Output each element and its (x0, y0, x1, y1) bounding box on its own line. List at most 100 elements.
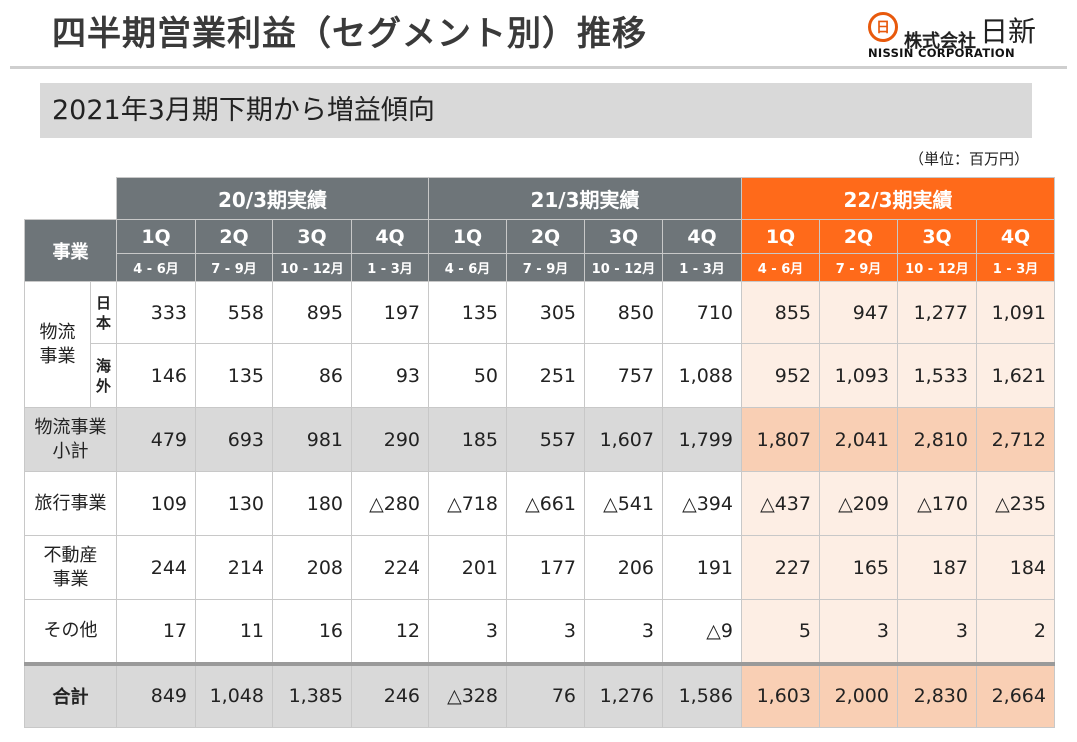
table-cell: 479 (116, 407, 196, 472)
table-row: 物流事業 小計 479 693 981 290 185 557 1,607 1,799 1,807… (24, 407, 1055, 472)
table-cell: △209 (819, 471, 898, 536)
row-label: 旅行事業 (24, 471, 117, 536)
quarter-header: 2Q (819, 219, 898, 254)
table-cell: 177 (506, 535, 585, 600)
row-label: その他 (24, 599, 117, 664)
table-row: その他 17 11 16 12 3 3 3 △9 5 3 3 2 (24, 599, 1055, 664)
logo-text-small: 株式会社 (904, 31, 976, 52)
table-cell: 557 (506, 407, 585, 472)
table-cell: 1,088 (662, 343, 742, 408)
table-cell: 224 (351, 535, 429, 600)
table-cell: 333 (116, 281, 196, 344)
table-cell: 206 (584, 535, 663, 600)
table-cell: 2 (976, 599, 1055, 664)
month-range-header: 10 - 12月 (897, 253, 977, 282)
row-label: 不動産 事業 (24, 535, 117, 600)
table-cell: 3 (819, 599, 898, 664)
table-cell: 16 (272, 599, 352, 664)
table-cell: 2,712 (976, 407, 1055, 472)
table-cell: 1,093 (819, 343, 898, 408)
table-cell: △718 (428, 471, 507, 536)
quarter-header: 1Q (116, 219, 196, 254)
table-cell: 246 (351, 661, 429, 728)
table-cell: 290 (351, 407, 429, 472)
table-cell: 2,000 (819, 661, 898, 728)
row-label: 物流事業 小計 (24, 407, 117, 472)
table-cell: 3 (506, 599, 585, 664)
table-cell: 1,799 (662, 407, 742, 472)
table-cell: 3 (428, 599, 507, 664)
table-cell: 146 (116, 343, 196, 408)
table-cell: 855 (741, 281, 820, 344)
company-logo: 日 株式会社 日新 NISSIN CORPORATION (868, 10, 1060, 60)
table-cell: 558 (195, 281, 273, 344)
table-row: 物流 事業日 本 333 558 895 197 135 305 850 710 855 947 1,… (24, 281, 1055, 408)
table-cell: 895 (272, 281, 352, 344)
month-range-header: 7 - 9月 (506, 253, 585, 282)
table-cell: 1,048 (195, 661, 273, 728)
month-range-header: 1 - 3月 (976, 253, 1055, 282)
table-cell: 947 (819, 281, 898, 344)
segment-column-header: 事業 (24, 219, 117, 282)
table-cell: 201 (428, 535, 507, 600)
quarter-header: 1Q (741, 219, 820, 254)
table-cell: 1,276 (584, 661, 663, 728)
table-cell: 2,041 (819, 407, 898, 472)
table-row: 合計 849 1,048 1,385 246 △328 76 1,276 1,586 1,603 2… (24, 661, 1055, 728)
quarter-header: 3Q (584, 219, 663, 254)
quarter-header: 2Q (195, 219, 273, 254)
quarter-header: 1Q (428, 219, 507, 254)
month-range-header: 10 - 12月 (272, 253, 352, 282)
table-cell: 130 (195, 471, 273, 536)
table-cell: 2,830 (897, 661, 977, 728)
table-cell: 1,607 (584, 407, 663, 472)
table-cell: 2,664 (976, 661, 1055, 728)
month-range-header: 7 - 9月 (195, 253, 273, 282)
table-cell: 1,603 (741, 661, 820, 728)
table-cell: 1,091 (976, 281, 1055, 344)
table-cell: 93 (351, 343, 429, 408)
table-cell: 109 (116, 471, 196, 536)
table-cell: 187 (897, 535, 977, 600)
table-cell: 849 (116, 661, 196, 728)
table-cell: 11 (195, 599, 273, 664)
table-cell: △328 (428, 661, 507, 728)
quarter-header: 4Q (662, 219, 742, 254)
table-cell: 1,385 (272, 661, 352, 728)
quarter-header: 3Q (272, 219, 352, 254)
table-cell: △661 (506, 471, 585, 536)
table-cell: 135 (428, 281, 507, 344)
table-cell: 693 (195, 407, 273, 472)
quarter-header: 2Q (506, 219, 585, 254)
table-cell: 197 (351, 281, 429, 344)
table-cell: 5 (741, 599, 820, 664)
table-cell: 165 (819, 535, 898, 600)
month-range-header: 4 - 6月 (428, 253, 507, 282)
table-cell: 12 (351, 599, 429, 664)
table-cell: 244 (116, 535, 196, 600)
table-cell: △170 (897, 471, 977, 536)
table-cell: 757 (584, 343, 663, 408)
table-row: 旅行事業 109 130 180 △280 △718 △661 △541 △394 △437 △20… (24, 471, 1055, 536)
table-cell: 135 (195, 343, 273, 408)
table-cell: 2,810 (897, 407, 977, 472)
subtitle-banner: 2021年3月期下期から増益傾向 (40, 83, 1032, 138)
month-range-header: 4 - 6月 (741, 253, 820, 282)
row-label: 日 本 (90, 281, 117, 344)
period-header-2: 22/3期実績 (741, 177, 1055, 220)
table-cell: 3 (584, 599, 663, 664)
table-cell: 251 (506, 343, 585, 408)
month-range-header: 1 - 3月 (662, 253, 742, 282)
segment-profit-table: 20/3期実績 21/3期実績 22/3期実績 事業 1Q 2Q 3Q 4Q 1Q 2Q 3… (24, 177, 1055, 728)
table-cell: 208 (272, 535, 352, 600)
row-label: 海 外 (90, 343, 117, 408)
title-divider (10, 66, 1067, 69)
quarter-header: 3Q (897, 219, 977, 254)
unit-note: （単位：百万円） (908, 150, 1029, 168)
table-cell: △394 (662, 471, 742, 536)
logo-mark-icon: 日 (868, 12, 898, 42)
table-row: 不動産 事業 244 214 208 224 201 177 206 191 227 165 187 1… (24, 535, 1055, 600)
table-cell: 214 (195, 535, 273, 600)
table-cell: 710 (662, 281, 742, 344)
table-cell: 76 (506, 661, 585, 728)
